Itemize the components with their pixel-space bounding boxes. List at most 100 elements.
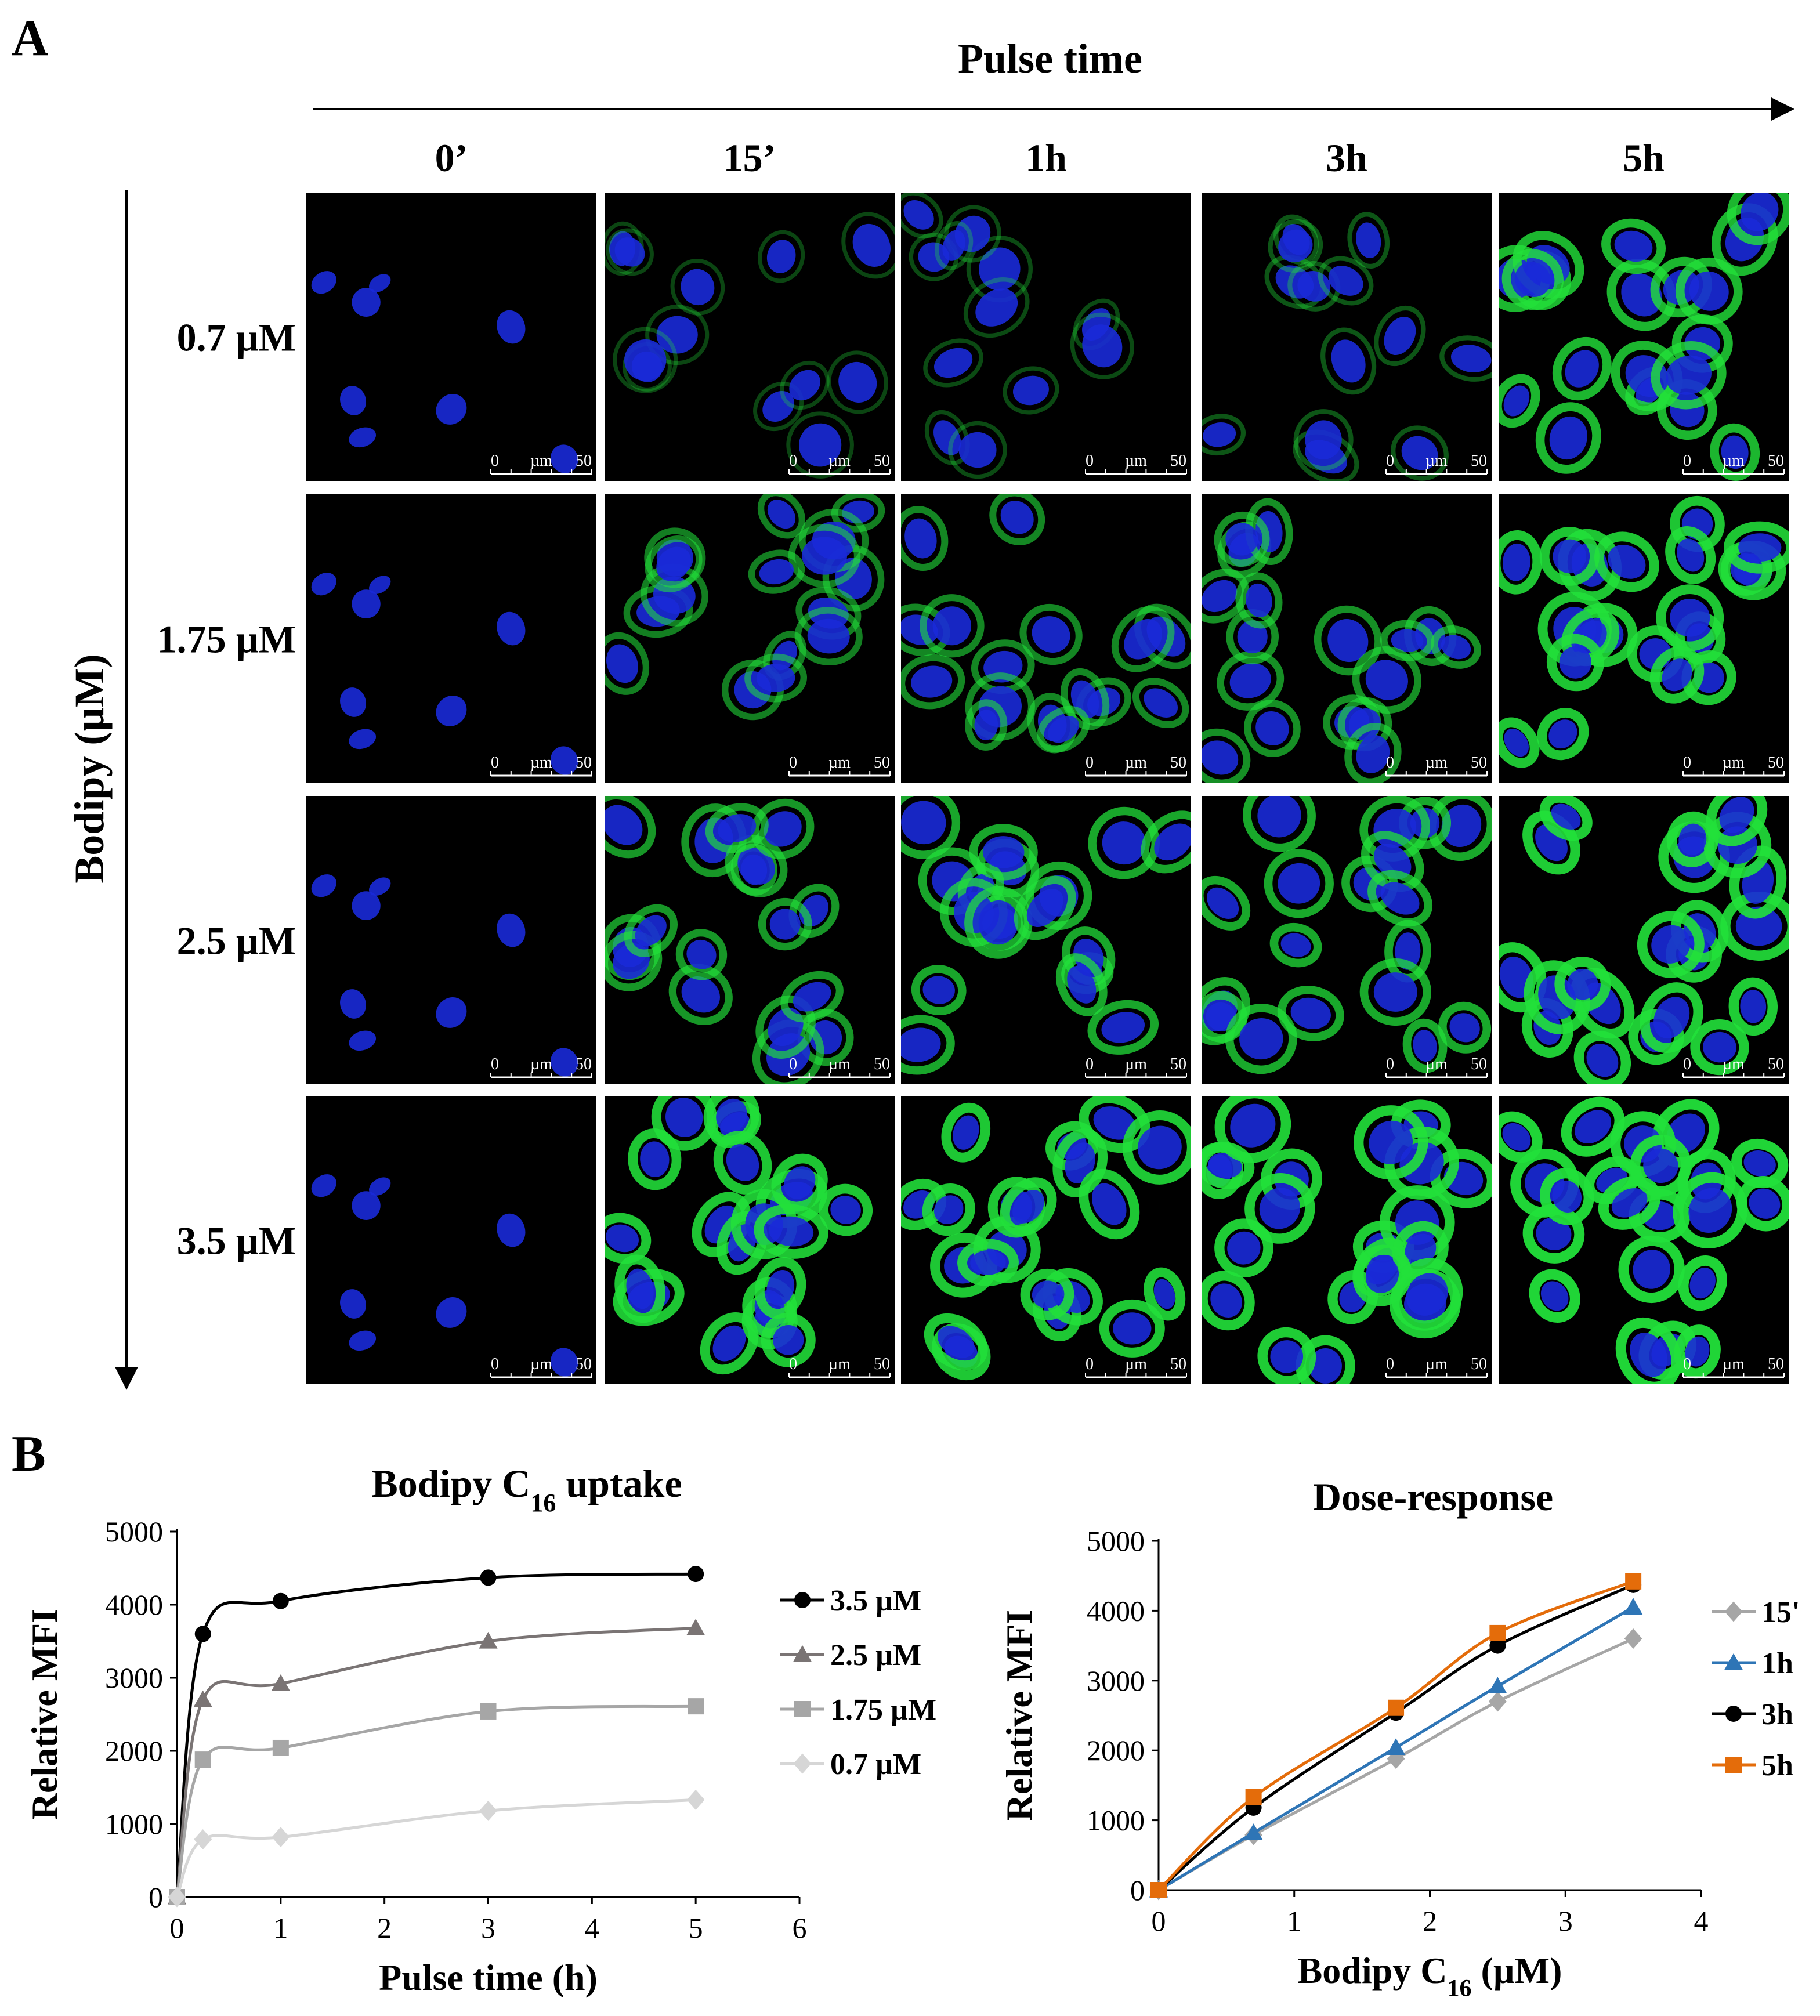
data-point	[272, 1592, 289, 1609]
scale-bar-unit: µm	[1125, 452, 1147, 470]
cell	[819, 1183, 873, 1236]
cell	[957, 1239, 1019, 1286]
cell	[924, 410, 970, 465]
scale-bar: 0 µm 50	[1682, 1055, 1785, 1078]
cell	[349, 729, 377, 750]
scale-bar: 0 µm 50	[1682, 452, 1785, 475]
data-point	[686, 1619, 705, 1635]
legend-entry: 1h	[1712, 1647, 1793, 1680]
cell	[909, 233, 959, 281]
scale-bar-end: 50	[1170, 754, 1186, 772]
y-tick-label: 1000	[105, 1808, 163, 1840]
cells	[901, 1096, 1191, 1381]
legend-label: 1h	[1761, 1647, 1793, 1680]
micrograph-tile: 0 µm 50	[1499, 796, 1789, 1084]
cell	[1649, 646, 1705, 704]
cell	[755, 1257, 806, 1319]
cell	[794, 607, 863, 666]
cell	[1132, 678, 1189, 729]
cell	[700, 1312, 759, 1375]
cell	[1020, 1268, 1074, 1320]
scale-bar-unit: µm	[1425, 1355, 1448, 1373]
cell	[1535, 402, 1601, 474]
data-point	[480, 1703, 497, 1720]
data-point	[271, 1674, 290, 1691]
y-tick-label: 5000	[1087, 1525, 1145, 1557]
cell	[934, 221, 974, 270]
cell	[1554, 957, 1611, 1012]
scale-bar: 0 µm 50	[1085, 1355, 1187, 1378]
y-tick-label: 0	[149, 1881, 163, 1913]
cell	[920, 594, 985, 658]
cell	[1552, 336, 1612, 401]
cell	[1637, 911, 1705, 978]
scale-bar-start: 0	[789, 1055, 797, 1073]
cell	[1359, 958, 1432, 1026]
cell	[349, 1330, 377, 1351]
cell	[628, 1128, 682, 1190]
cell	[969, 824, 1038, 881]
panel-b: B Bodipy C16 uptake010002000300040005000…	[12, 1426, 1800, 2002]
column-label: 1h	[1025, 136, 1067, 180]
micrograph-tile: 0 µm 50	[1202, 1096, 1492, 1384]
scale-bar-end: 50	[874, 452, 890, 470]
cells	[1499, 193, 1789, 481]
data-point	[1724, 1653, 1743, 1670]
scale-bar-end: 50	[1768, 452, 1784, 470]
cell	[922, 1183, 975, 1236]
scale-bar-unit: µm	[1425, 452, 1448, 470]
scale-bar: 0 µm 50	[1085, 1055, 1187, 1078]
data-point	[1724, 1601, 1743, 1622]
x-tick-label: 6	[793, 1912, 807, 1944]
x-tick-label: 2	[377, 1912, 392, 1944]
pulse-time-title: Pulse time	[958, 35, 1142, 82]
cell	[550, 444, 578, 473]
y-tick-label: 4000	[105, 1588, 163, 1621]
cell	[901, 796, 961, 859]
scale-bar-unit: µm	[1425, 1055, 1448, 1073]
cell	[369, 1177, 391, 1196]
cell	[1352, 1244, 1412, 1306]
cell	[1122, 1110, 1191, 1185]
cell	[1344, 722, 1402, 783]
cell	[1214, 1096, 1291, 1163]
data-point	[1488, 1677, 1507, 1694]
scale-bar-unit: µm	[1723, 1055, 1745, 1073]
cell	[964, 886, 1033, 959]
cell	[758, 230, 805, 283]
cell	[1244, 699, 1301, 757]
scale-bar-start: 0	[491, 452, 499, 470]
cell	[901, 1015, 955, 1075]
cell	[757, 494, 806, 539]
cell	[748, 549, 805, 594]
cell	[1430, 625, 1481, 669]
data-point	[194, 1626, 211, 1642]
cell	[1665, 526, 1716, 584]
cell	[1070, 312, 1134, 379]
scale-bar-end: 50	[1170, 452, 1186, 470]
micrograph-tile: 0 µm 50	[306, 1096, 596, 1384]
column-label: 15’	[723, 136, 776, 180]
cell	[901, 506, 949, 571]
cells	[1499, 1096, 1789, 1384]
data-point	[793, 1753, 812, 1774]
series-line	[175, 1626, 696, 1898]
cells	[311, 271, 578, 473]
cells	[901, 796, 1191, 1075]
cell	[1501, 249, 1564, 310]
cell	[1353, 1105, 1428, 1180]
legend-label: 5h	[1761, 1749, 1793, 1782]
y-tick-label: 2000	[1087, 1734, 1145, 1767]
scale-bar-unit: µm	[828, 1355, 851, 1373]
cell	[606, 228, 654, 276]
cell	[1243, 796, 1316, 852]
legend-entry: 0.7 µM	[780, 1748, 921, 1781]
legend-label: 15'	[1761, 1596, 1800, 1629]
x-tick-label: 1	[273, 1912, 288, 1944]
scale-bar-end: 50	[576, 1355, 592, 1373]
legend-label: 3.5 µM	[830, 1584, 921, 1617]
scale-bar-start: 0	[789, 754, 797, 772]
cell	[1079, 1168, 1140, 1240]
cell	[1438, 1001, 1492, 1054]
